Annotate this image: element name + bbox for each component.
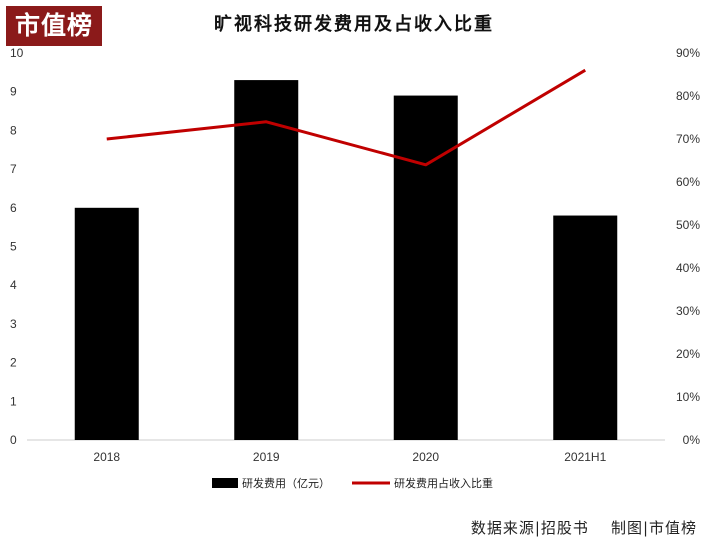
line-path [106, 68, 587, 167]
brand-logo: 市值榜 [6, 6, 102, 46]
right-axis-ticks: 0% 10% 20% 30% 40% 50% 60% 70% 80% 90% [676, 46, 700, 447]
source-footer: 数据来源|招股书 制图|市值榜 [449, 517, 697, 538]
bar [74, 207, 139, 440]
right-tick-label: 90% [676, 46, 700, 60]
right-tick-label: 10% [676, 390, 700, 404]
left-tick-label: 10 [10, 46, 24, 60]
legend-bar-swatch [212, 478, 238, 488]
right-tick-label: 20% [676, 347, 700, 361]
line-series [106, 68, 587, 167]
left-axis-ticks: 0 1 2 3 4 5 6 7 8 9 10 [10, 46, 24, 447]
left-tick-label: 9 [10, 85, 17, 99]
legend-bar-label: 研发费用（亿元） [242, 476, 330, 490]
legend: 研发费用（亿元） 研发费用占收入比重 [212, 476, 493, 490]
bar-series [74, 80, 618, 440]
left-tick-label: 4 [10, 278, 17, 292]
right-tick-label: 70% [676, 132, 700, 146]
bar [234, 80, 299, 440]
right-tick-label: 30% [676, 304, 700, 318]
left-tick-label: 0 [10, 433, 17, 447]
x-tick-label: 2019 [253, 450, 280, 464]
right-tick-label: 50% [676, 218, 700, 232]
left-tick-label: 7 [10, 162, 17, 176]
right-tick-label: 0% [683, 433, 701, 447]
x-tick-label: 2018 [93, 450, 120, 464]
right-tick-label: 40% [676, 261, 700, 275]
left-tick-label: 3 [10, 317, 17, 331]
left-tick-label: 6 [10, 201, 17, 215]
x-axis-labels: 2018 2019 2020 2021H1 [93, 450, 606, 464]
chart-title: 旷视科技研发费用及占收入比重 [214, 13, 494, 35]
legend-line-label: 研发费用占收入比重 [394, 476, 493, 490]
x-tick-label: 2020 [412, 450, 439, 464]
left-tick-label: 5 [10, 240, 17, 254]
bar [393, 95, 458, 440]
bar [553, 215, 618, 440]
left-tick-label: 1 [10, 394, 17, 408]
right-tick-label: 60% [676, 175, 700, 189]
x-tick-label: 2021H1 [564, 450, 606, 464]
left-tick-label: 2 [10, 356, 17, 370]
right-tick-label: 80% [676, 89, 700, 103]
made-by: 制图|市值榜 [610, 519, 697, 537]
left-tick-label: 8 [10, 123, 17, 137]
data-source: 数据来源|招股书 [470, 519, 589, 537]
